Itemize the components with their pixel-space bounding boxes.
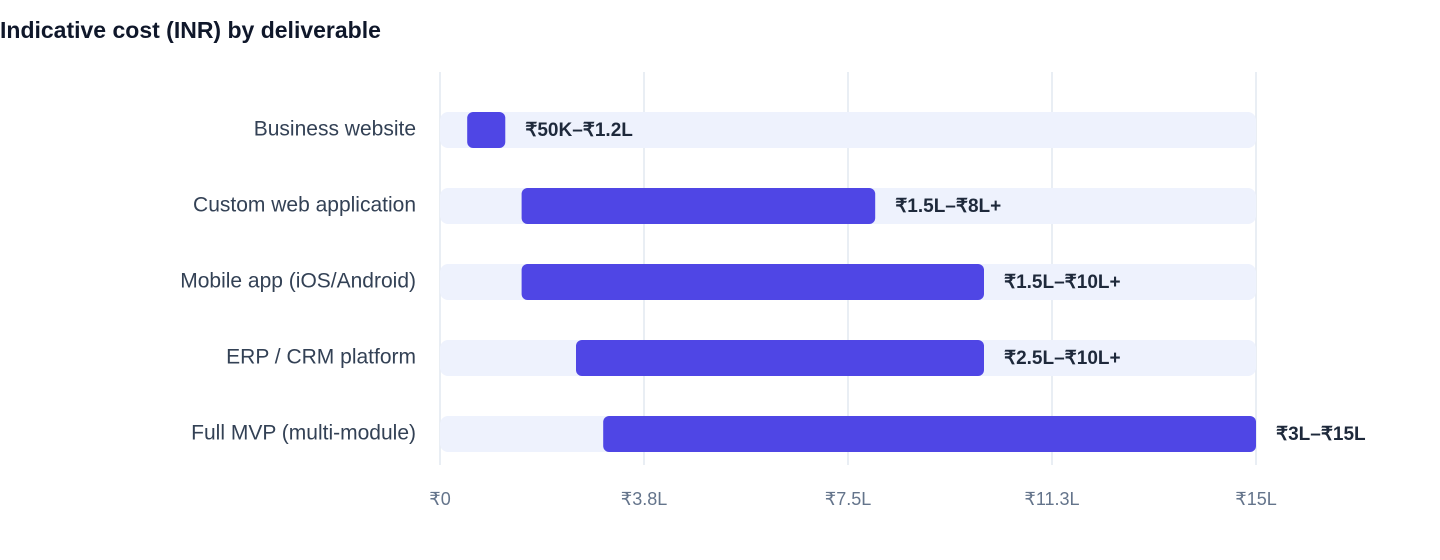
bar [521,264,984,300]
value-label: ₹1.5L–₹8L+ [895,196,1001,217]
bar [603,416,1256,452]
bar [521,188,876,224]
value-label: ₹3L–₹15L [1276,424,1366,445]
category-label: Custom web application [193,194,416,217]
category-label: ERP / CRM platform [226,346,416,369]
x-tick-label: ₹3.8L [621,489,668,509]
category-label: Business website [254,118,416,141]
value-label: ₹50K–₹1.2L [525,120,633,141]
x-tick-label: ₹11.3L [1024,489,1079,509]
category-label: Full MVP (multi-module) [191,422,416,445]
bar [467,112,506,148]
x-tick-label: ₹15L [1235,489,1276,509]
x-tick-label: ₹7.5L [825,489,872,509]
chart-title: Indicative cost (INR) by deliverable [0,17,381,43]
track [440,112,1256,148]
category-label: Mobile app (iOS/Android) [180,270,416,293]
bar [576,340,984,376]
x-tick-label: ₹0 [429,489,450,509]
value-label: ₹1.5L–₹10L+ [1004,272,1121,293]
value-label: ₹2.5L–₹10L+ [1004,348,1121,369]
